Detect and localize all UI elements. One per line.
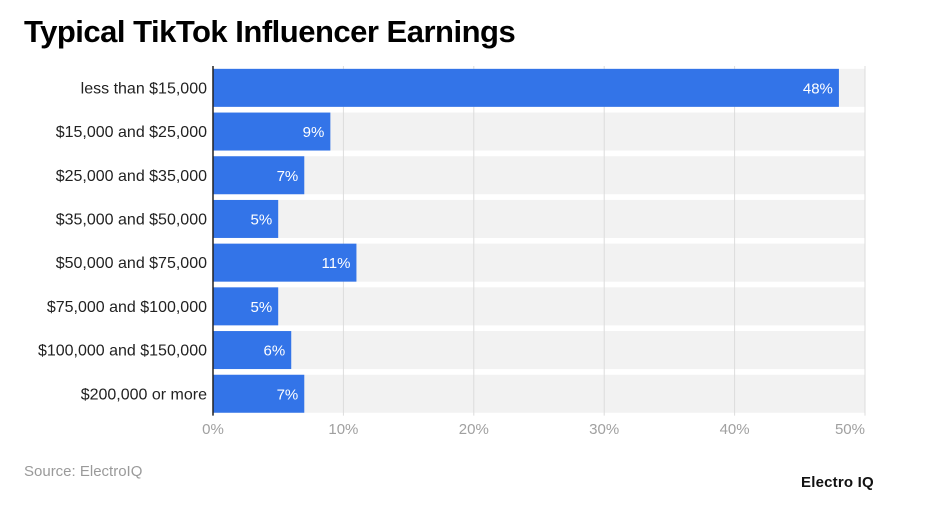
row-band	[213, 199, 865, 238]
data-label: 11%	[322, 255, 351, 272]
data-label: 7%	[277, 168, 299, 185]
data-label: 5%	[251, 299, 273, 316]
category-label: less than $15,000	[81, 80, 207, 97]
data-label: 6%	[264, 343, 286, 360]
category-label: $200,000 or more	[81, 386, 207, 403]
bar	[213, 331, 292, 370]
x-tick-label: 40%	[720, 421, 750, 438]
bar	[213, 156, 305, 195]
data-label: 5%	[251, 211, 273, 228]
brand-logo: Electro IQ	[801, 474, 874, 491]
category-label: $15,000 and $25,000	[56, 124, 207, 141]
row-band	[213, 287, 865, 326]
x-tick-label: 0%	[202, 421, 224, 438]
chart-title: Typical TikTok Influencer Earnings	[24, 14, 516, 49]
bar	[213, 199, 279, 238]
x-tick-label: 50%	[835, 421, 865, 438]
row-band	[213, 156, 865, 195]
x-tick-label: 20%	[459, 421, 489, 438]
data-label: 9%	[303, 124, 325, 141]
bar	[213, 68, 839, 107]
bar	[213, 243, 357, 282]
category-label: $35,000 and $50,000	[56, 211, 207, 228]
source-note: Source: ElectroIQ	[24, 463, 143, 480]
x-tick-label: 10%	[328, 421, 358, 438]
x-tick-label: 30%	[589, 421, 619, 438]
bar	[213, 374, 305, 413]
data-label: 7%	[277, 386, 299, 403]
bar	[213, 112, 331, 151]
category-label: $25,000 and $35,000	[56, 168, 207, 185]
category-label: $75,000 and $100,000	[47, 299, 207, 316]
row-band	[213, 374, 865, 413]
row-band	[213, 331, 865, 370]
category-label: $50,000 and $75,000	[56, 255, 207, 272]
category-label: $100,000 and $150,000	[38, 343, 207, 360]
bar	[213, 287, 279, 326]
data-label: 48%	[803, 80, 833, 97]
